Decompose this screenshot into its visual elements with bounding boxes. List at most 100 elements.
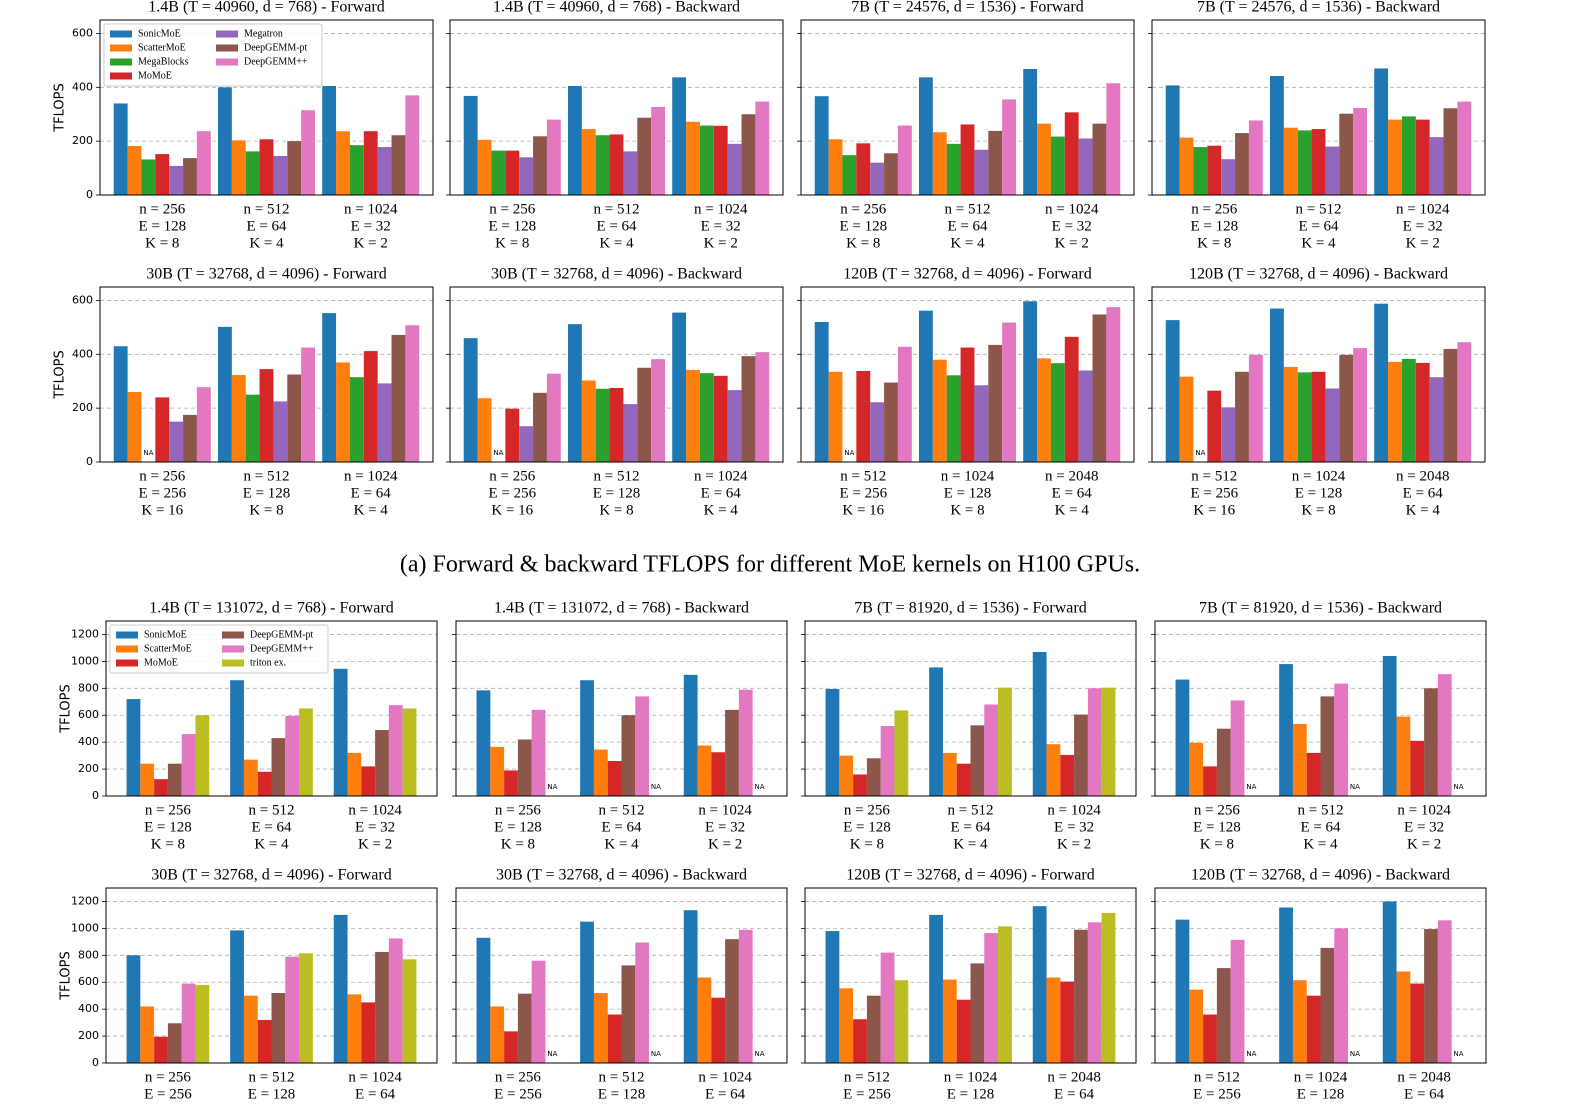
bar — [476, 937, 491, 1063]
bar — [231, 140, 246, 195]
x-tick-label: K = 4 — [249, 235, 284, 251]
bar — [1457, 342, 1472, 462]
bar — [1235, 133, 1249, 195]
x-tick-label: E = 128 — [947, 1086, 995, 1102]
x-tick-label: K = 4 — [599, 235, 634, 251]
bar — [738, 929, 753, 1063]
bar — [388, 705, 403, 796]
bar — [285, 956, 300, 1063]
bar — [1101, 687, 1116, 796]
x-tick-label: E = 32 — [705, 819, 745, 835]
x-tick-label: E = 256 — [1190, 485, 1238, 501]
bar — [1189, 989, 1204, 1063]
y-tick-label: 200 — [78, 1029, 99, 1042]
axes-frame — [804, 620, 1137, 797]
axes-frame — [455, 620, 788, 797]
bar — [1037, 123, 1051, 195]
x-tick-label: n = 512 — [1194, 1069, 1240, 1085]
x-tick-label: E = 32 — [355, 819, 395, 835]
bar — [1292, 980, 1307, 1063]
bar — [1424, 929, 1438, 1063]
bar — [361, 766, 376, 796]
x-tick-label: n = 256 — [139, 468, 185, 484]
bar — [349, 145, 364, 195]
bar — [1235, 371, 1249, 462]
bar — [623, 151, 638, 195]
bar — [593, 749, 608, 796]
bar — [299, 708, 313, 796]
bar — [609, 387, 624, 462]
bar — [181, 734, 196, 796]
x-tick-label: E = 32 — [1052, 218, 1092, 234]
bar — [245, 394, 260, 462]
bar — [127, 146, 142, 195]
bar — [1388, 361, 1402, 462]
y-tick-label: 0 — [92, 789, 99, 802]
bar — [375, 951, 389, 1063]
bar — [1429, 137, 1444, 195]
na-label: NA — [1246, 1050, 1256, 1058]
bar — [257, 771, 272, 796]
x-tick-label: E = 256 — [839, 485, 887, 501]
bar — [1179, 376, 1194, 462]
na-label: NA — [1195, 449, 1205, 457]
legend-swatch — [222, 645, 244, 653]
chart-title: 120B (T = 32768, d = 4096) - Forward — [846, 867, 1094, 884]
chart-title: 120B (T = 32768, d = 4096) - Backward — [1191, 867, 1450, 884]
chart-title: 1.4B (T = 131072, d = 768) - Forward — [149, 600, 393, 617]
x-tick-label: E = 128 — [839, 218, 887, 234]
legend-swatch — [110, 44, 132, 52]
bar — [1415, 119, 1430, 195]
bar — [167, 763, 182, 796]
bar — [1203, 1014, 1217, 1063]
bar — [505, 150, 520, 195]
x-tick-label: E = 64 — [596, 218, 637, 234]
bar — [853, 774, 867, 796]
na-label: NA — [1454, 1050, 1464, 1058]
bar — [271, 738, 286, 796]
legend-label: DeepGEMM++ — [250, 643, 314, 654]
legend-label: MoMoE — [144, 657, 178, 668]
bar — [388, 938, 403, 1063]
bar — [1106, 307, 1121, 462]
legend-swatch — [116, 659, 138, 667]
bar — [1279, 664, 1293, 796]
bar — [1283, 127, 1298, 195]
bar — [377, 383, 392, 462]
legend-label: ScatterMoE — [144, 643, 192, 654]
na-label: NA — [1246, 783, 1256, 791]
x-tick-label: n = 256 — [495, 1069, 541, 1085]
bar — [181, 983, 196, 1063]
bar — [505, 408, 520, 462]
y-tick-label: 200 — [72, 134, 93, 147]
bar — [884, 382, 898, 462]
bar — [1388, 119, 1402, 195]
bar — [333, 914, 348, 1063]
x-tick-label: K = 8 — [1200, 836, 1234, 852]
bar — [1374, 303, 1389, 462]
bar — [1230, 939, 1245, 1063]
bar — [347, 752, 362, 796]
bar — [866, 995, 881, 1063]
bar — [230, 930, 244, 1063]
bar — [230, 680, 244, 796]
x-tick-label: K = 8 — [145, 235, 179, 251]
bar — [956, 999, 971, 1063]
axes-frame — [99, 286, 434, 463]
bar — [375, 730, 389, 796]
bar — [271, 993, 286, 1063]
x-tick-label: n = 1024 — [1396, 201, 1450, 217]
x-tick-label: K = 4 — [1303, 836, 1338, 852]
x-tick-label: n = 2048 — [1397, 1069, 1450, 1085]
x-tick-label: n = 512 — [1298, 802, 1344, 818]
bar — [1401, 116, 1416, 195]
y-tick-label: 0 — [92, 1056, 99, 1069]
bar — [595, 388, 610, 462]
bar — [1207, 145, 1222, 195]
chart-title: 30B (T = 32768, d = 4096) - Forward — [146, 266, 386, 283]
bar — [1106, 83, 1121, 195]
bar — [1002, 322, 1017, 462]
bar — [621, 715, 636, 796]
bar — [1175, 679, 1190, 796]
bar — [1279, 907, 1293, 1063]
